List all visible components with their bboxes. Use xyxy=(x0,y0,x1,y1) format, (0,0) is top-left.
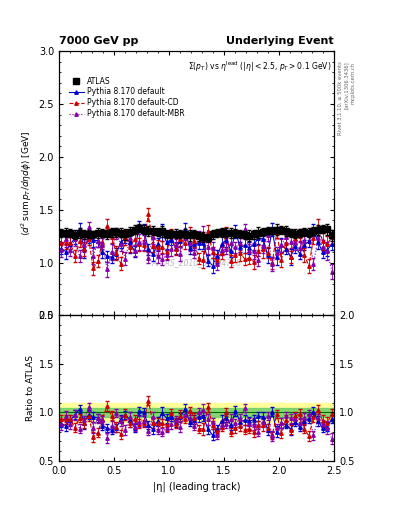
Y-axis label: Ratio to ATLAS: Ratio to ATLAS xyxy=(26,355,35,421)
Legend: ATLAS, Pythia 8.170 default, Pythia 8.170 default-CD, Pythia 8.170 default-MBR: ATLAS, Pythia 8.170 default, Pythia 8.17… xyxy=(66,74,187,121)
Bar xyxy=(59,408,334,417)
Text: Rivet 3.1.10, ≥ 500k events: Rivet 3.1.10, ≥ 500k events xyxy=(338,61,342,135)
Text: $\Sigma(p_T)$ vs $\eta^{\rm lead}$ ($|\eta|<2.5$, $p_T>0.1$ GeV): $\Sigma(p_T)$ vs $\eta^{\rm lead}$ ($|\e… xyxy=(188,59,331,74)
Text: [arXiv:1306.3436]: [arXiv:1306.3436] xyxy=(344,61,349,109)
Y-axis label: $\langle d^2\,\mathrm{sum}\,p_T/d\eta d\phi\rangle$ [GeV]: $\langle d^2\,\mathrm{sum}\,p_T/d\eta d\… xyxy=(20,131,35,236)
Bar xyxy=(59,402,334,422)
Text: 7000 GeV pp: 7000 GeV pp xyxy=(59,36,138,46)
Text: mcplots.cern.ch: mcplots.cern.ch xyxy=(351,61,356,103)
Text: Underlying Event: Underlying Event xyxy=(226,36,334,46)
Text: ATLAS_2010_S8894728: ATLAS_2010_S8894728 xyxy=(151,258,242,267)
X-axis label: |η| (leading track): |η| (leading track) xyxy=(153,481,240,492)
